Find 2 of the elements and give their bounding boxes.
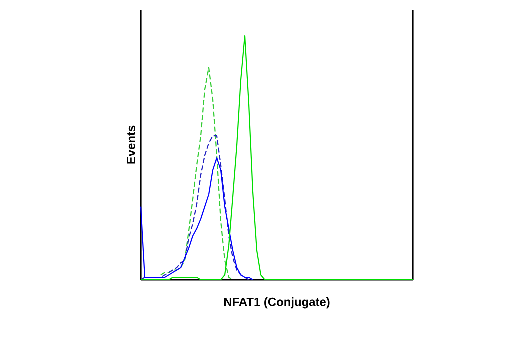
y-axis-title: Events xyxy=(127,126,136,164)
x-axis-title: NFAT1 (Conjugate) xyxy=(224,298,330,309)
